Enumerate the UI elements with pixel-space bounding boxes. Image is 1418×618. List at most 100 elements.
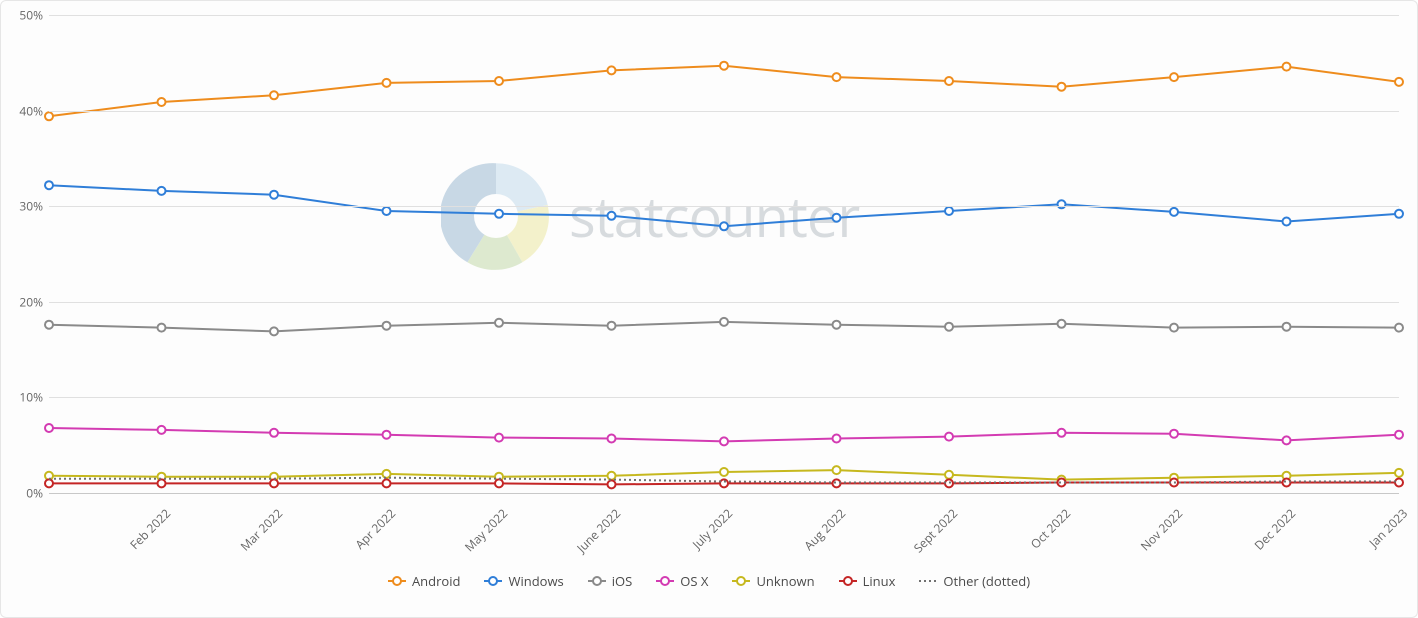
series-marker-os x[interactable] [945,433,953,441]
series-marker-android[interactable] [383,79,391,87]
plot-area: statcounter 0%10%20%30%40%50%Feb 2022Mar… [49,15,1399,493]
series-marker-android[interactable] [45,112,53,120]
series-marker-unknown[interactable] [1395,469,1403,477]
legend-item-windows[interactable]: Windows [484,572,563,590]
series-marker-windows[interactable] [833,214,841,222]
series-marker-unknown[interactable] [608,472,616,480]
series-marker-windows[interactable] [270,191,278,199]
series-marker-os x[interactable] [495,434,503,442]
y-tick-label: 10% [19,389,43,406]
legend-item-other[interactable]: Other (dotted) [919,572,1030,590]
gridline [49,493,1399,494]
series-marker-ios[interactable] [383,322,391,330]
series-marker-android[interactable] [270,91,278,99]
x-tick-label: Oct 2022 [1026,505,1073,552]
series-marker-ios[interactable] [270,327,278,335]
y-tick-label: 0% [26,485,43,502]
legend-item-unknown[interactable]: Unknown [732,572,814,590]
series-marker-windows[interactable] [495,210,503,218]
series-marker-windows[interactable] [1395,210,1403,218]
series-marker-unknown[interactable] [720,468,728,476]
series-marker-linux[interactable] [270,479,278,487]
series-marker-linux[interactable] [608,480,616,488]
series-marker-os x[interactable] [158,426,166,434]
series-marker-os x[interactable] [608,435,616,443]
series-marker-windows[interactable] [1170,208,1178,216]
x-tick-label: Nov 2022 [1137,505,1186,554]
legend-swatch-icon [839,576,857,586]
gridline [49,302,1399,303]
series-marker-android[interactable] [833,73,841,81]
series-marker-linux[interactable] [158,479,166,487]
series-marker-ios[interactable] [608,322,616,330]
series-marker-ios[interactable] [833,321,841,329]
series-line-android[interactable] [49,66,1399,117]
series-marker-windows[interactable] [720,222,728,230]
series-marker-windows[interactable] [608,212,616,220]
legend-swatch-icon [656,576,674,586]
x-tick-label: Jan 2023 [1365,505,1411,551]
legend-label: OS X [680,572,708,590]
series-marker-linux[interactable] [383,479,391,487]
legend-item-ios[interactable]: iOS [588,572,633,590]
series-marker-unknown[interactable] [945,471,953,479]
series-marker-windows[interactable] [1283,218,1291,226]
series-marker-android[interactable] [1170,73,1178,81]
series-marker-unknown[interactable] [833,466,841,474]
series-marker-os x[interactable] [383,431,391,439]
legend-swatch-icon [732,576,750,586]
series-marker-linux[interactable] [45,479,53,487]
y-tick-label: 30% [19,198,43,215]
series-marker-windows[interactable] [945,207,953,215]
series-marker-android[interactable] [495,77,503,85]
legend-label: Windows [508,572,563,590]
series-marker-android[interactable] [608,66,616,74]
series-marker-os x[interactable] [1283,436,1291,444]
series-marker-ios[interactable] [720,318,728,326]
y-tick-label: 50% [19,7,43,24]
series-marker-ios[interactable] [158,324,166,332]
gridline [49,15,1399,16]
series-marker-android[interactable] [1058,83,1066,91]
legend-item-linux[interactable]: Linux [839,572,896,590]
series-marker-ios[interactable] [945,323,953,331]
series-marker-ios[interactable] [495,319,503,327]
series-marker-ios[interactable] [1395,324,1403,332]
series-marker-ios[interactable] [1058,320,1066,328]
series-marker-android[interactable] [1283,63,1291,71]
series-marker-os x[interactable] [1395,431,1403,439]
series-marker-os x[interactable] [1170,430,1178,438]
series-marker-os x[interactable] [270,429,278,437]
plot-svg [49,15,1399,493]
x-tick-label: Mar 2022 [237,505,286,554]
series-marker-os x[interactable] [45,424,53,432]
x-tick-label: Apr 2022 [351,505,399,553]
series-marker-os x[interactable] [1058,429,1066,437]
series-marker-ios[interactable] [1170,324,1178,332]
series-marker-ios[interactable] [45,321,53,329]
legend-label: Other (dotted) [943,572,1030,590]
legend-label: Android [412,572,461,590]
series-marker-android[interactable] [720,62,728,70]
series-marker-android[interactable] [1395,78,1403,86]
gridline [49,111,1399,112]
legend-item-os x[interactable]: OS X [656,572,708,590]
series-marker-linux[interactable] [495,479,503,487]
series-marker-windows[interactable] [383,207,391,215]
legend-label: iOS [612,572,633,590]
legend-item-android[interactable]: Android [388,572,461,590]
series-marker-ios[interactable] [1283,323,1291,331]
legend-label: Unknown [756,572,814,590]
series-marker-unknown[interactable] [383,470,391,478]
series-marker-android[interactable] [945,77,953,85]
legend-swatch-icon [484,576,502,586]
chart-container: statcounter 0%10%20%30%40%50%Feb 2022Mar… [0,0,1418,618]
series-marker-windows[interactable] [158,187,166,195]
legend-label: Linux [863,572,896,590]
series-marker-android[interactable] [158,98,166,106]
y-tick-label: 40% [19,102,43,119]
x-tick-label: Sept 2022 [910,505,961,556]
series-marker-os x[interactable] [720,437,728,445]
series-marker-os x[interactable] [833,435,841,443]
series-marker-windows[interactable] [45,181,53,189]
